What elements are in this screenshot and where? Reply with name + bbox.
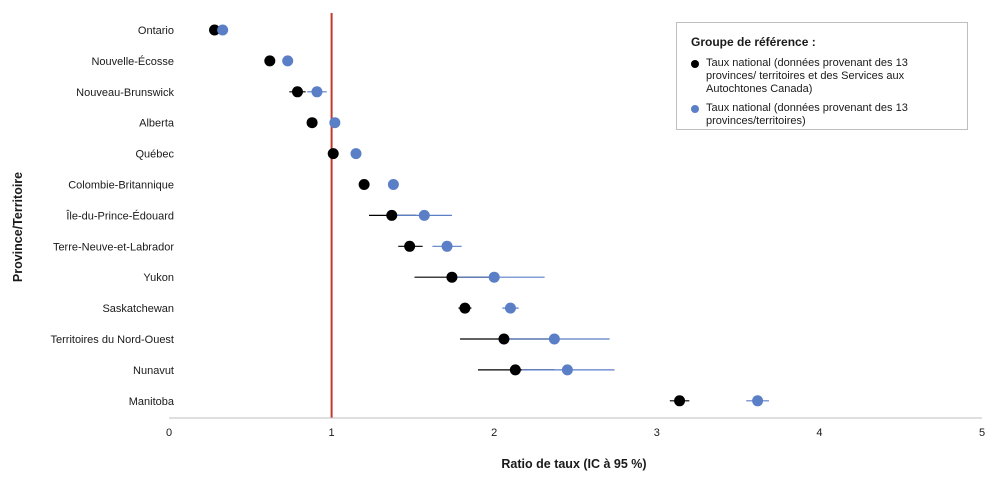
point-blue bbox=[504, 302, 516, 314]
category-label: Île-du-Prince-Édouard bbox=[65, 209, 174, 222]
category-labels: Ontario Nouvelle-Écosse Nouveau-Brunswick A… bbox=[51, 25, 175, 408]
category-label: Nunavut bbox=[133, 365, 174, 377]
category-label: Nouveau-Brunswick bbox=[76, 87, 174, 99]
category-label: Territoires du Nord-Ouest bbox=[51, 334, 175, 346]
x-tick-label: 3 bbox=[654, 427, 660, 439]
point-blue bbox=[752, 395, 764, 407]
legend-label-blue: Taux national (données provenant des 13 … bbox=[706, 102, 908, 127]
point-black bbox=[459, 302, 471, 314]
x-tick-label: 2 bbox=[491, 427, 497, 439]
point-black bbox=[446, 271, 458, 283]
point-black bbox=[291, 86, 303, 98]
point-blue bbox=[311, 86, 323, 98]
category-label: Ontario bbox=[138, 25, 174, 37]
category-label: Québec bbox=[135, 149, 174, 161]
point-black bbox=[209, 24, 221, 36]
point-black bbox=[386, 209, 398, 221]
point-blue bbox=[561, 364, 573, 376]
legend-item-black: Taux national (données provenant des 13 … bbox=[691, 57, 957, 96]
category-label: Yukon bbox=[143, 272, 174, 284]
category-label: Nouvelle-Écosse bbox=[91, 55, 174, 68]
category-label: Manitoba bbox=[129, 396, 175, 408]
category-label: Terre-Neuve-et-Labrador bbox=[53, 241, 174, 253]
x-tick-labels: 0 1 2 3 4 5 bbox=[166, 427, 985, 439]
legend-item-blue: Taux national (données provenant des 13 … bbox=[691, 102, 957, 128]
legend-marker-black bbox=[691, 60, 699, 68]
y-axis-title: Province/Territoire bbox=[11, 172, 25, 282]
category-label: Colombie-Britannique bbox=[68, 180, 174, 192]
point-blue bbox=[350, 148, 362, 160]
category-label: Alberta bbox=[139, 118, 175, 130]
point-black bbox=[509, 364, 521, 376]
x-tick-label: 5 bbox=[979, 427, 985, 439]
point-black bbox=[404, 240, 416, 252]
point-blue bbox=[548, 333, 560, 345]
x-tick-label: 0 bbox=[166, 427, 172, 439]
point-black bbox=[327, 148, 339, 160]
point-blue bbox=[329, 117, 341, 129]
legend-title: Groupe de référence : bbox=[691, 35, 816, 49]
legend-label-black: Taux national (données provenant des 13 … bbox=[706, 57, 908, 95]
legend-marker-blue bbox=[691, 105, 699, 113]
point-black bbox=[264, 55, 276, 67]
point-black bbox=[674, 395, 686, 407]
point-black bbox=[358, 179, 370, 190]
legend: Groupe de référence : Taux national (don… bbox=[676, 22, 968, 130]
data-points bbox=[209, 24, 764, 407]
point-black bbox=[306, 117, 318, 129]
point-blue bbox=[488, 271, 500, 283]
point-blue bbox=[217, 24, 229, 36]
point-black bbox=[498, 333, 510, 345]
category-label: Saskatchewan bbox=[102, 303, 174, 315]
x-axis-title: Ratio de taux (IC à 95 %) bbox=[501, 457, 646, 471]
point-blue bbox=[441, 240, 453, 252]
point-blue bbox=[282, 55, 294, 67]
point-blue bbox=[418, 209, 430, 221]
point-blue bbox=[387, 179, 399, 190]
x-tick-label: 1 bbox=[329, 427, 335, 439]
x-tick-label: 4 bbox=[816, 427, 822, 439]
